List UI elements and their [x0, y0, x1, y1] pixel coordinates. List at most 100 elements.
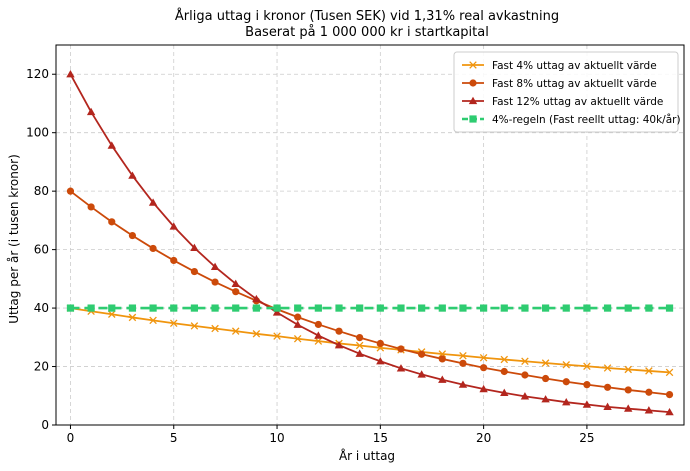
data-point [583, 304, 591, 312]
data-point [314, 304, 322, 312]
data-point [469, 115, 477, 123]
data-point [272, 308, 282, 316]
data-point [603, 383, 612, 391]
data-point [562, 378, 570, 386]
data-point [149, 244, 157, 253]
legend-label: Fast 4% uttag av aktuellt värde [492, 60, 657, 72]
data-point [314, 337, 323, 345]
legend-label: 4%-regeln (Fast reellt uttag: 40k/år) [492, 113, 681, 126]
data-point [624, 304, 632, 312]
series-line [69, 190, 670, 396]
data-point [624, 404, 633, 412]
chart-title: Årliga uttag i kronor (Tusen SEK) vid 1,… [175, 8, 559, 24]
data-point [87, 304, 95, 312]
data-point [128, 231, 137, 240]
data-point [583, 362, 591, 371]
data-point [397, 304, 405, 312]
series-layer [66, 70, 674, 416]
data-point [541, 304, 550, 312]
x-tick-label: 25 [579, 431, 594, 445]
data-point [87, 203, 95, 211]
data-point [396, 364, 406, 372]
x-tick-label: 15 [373, 431, 388, 445]
data-point [603, 304, 612, 312]
data-point [128, 171, 137, 179]
data-point [169, 222, 178, 230]
y-tick-label: 100 [26, 126, 49, 140]
data-point [397, 345, 405, 353]
data-point [355, 349, 364, 357]
x-axis-label: År i uttag [339, 448, 395, 463]
data-point [355, 341, 364, 350]
data-point [645, 367, 653, 375]
y-tick-label: 60 [34, 243, 49, 257]
data-point [468, 96, 478, 105]
data-point [644, 406, 654, 414]
data-point [190, 304, 199, 312]
data-point [645, 304, 653, 312]
y-axis-label: Uttag per år (i tusen kronor) [7, 154, 21, 324]
data-point [480, 364, 488, 372]
x-tick-label: 20 [476, 431, 491, 445]
data-point [108, 218, 116, 226]
data-point [231, 327, 240, 335]
series-3 [66, 70, 674, 416]
data-point [252, 330, 261, 338]
data-point [438, 375, 447, 383]
data-point [645, 388, 653, 396]
x-tick-label: 0 [67, 431, 75, 445]
legend-entry: Fast 12% uttag av aktuellt värde [462, 96, 663, 108]
data-point [210, 262, 220, 271]
data-point [314, 331, 323, 339]
data-point [148, 198, 158, 206]
x-tick-label: 10 [269, 431, 284, 445]
data-point [335, 304, 343, 312]
data-point [562, 304, 570, 312]
data-point [314, 320, 322, 329]
data-point [149, 304, 157, 312]
data-point [418, 304, 426, 312]
data-point [624, 386, 632, 394]
data-point [438, 304, 446, 312]
data-point [170, 256, 178, 265]
data-point [665, 368, 674, 377]
data-point [562, 398, 571, 406]
y-tick-label: 0 [41, 418, 49, 432]
data-point [583, 381, 591, 389]
legend-box [453, 51, 679, 133]
data-point [149, 316, 157, 325]
legend-entry: Fast 8% uttag av aktuellt värde [462, 78, 657, 90]
data-point [520, 392, 530, 400]
data-point [562, 361, 571, 369]
data-point [500, 355, 509, 364]
data-point [190, 322, 199, 330]
data-point [107, 141, 116, 149]
data-point [459, 359, 467, 367]
data-point [541, 374, 550, 383]
data-point [232, 304, 240, 312]
data-point [334, 341, 344, 349]
data-point [624, 365, 632, 374]
data-point [293, 335, 302, 343]
data-point [211, 304, 219, 312]
y-tick-label: 40 [34, 301, 49, 315]
data-point [128, 304, 137, 312]
data-point [479, 384, 488, 393]
data-point [521, 371, 529, 379]
series-line [70, 307, 670, 374]
data-point [541, 395, 550, 403]
data-point [541, 359, 550, 367]
data-point [190, 267, 199, 276]
data-point [582, 400, 592, 408]
data-point [500, 304, 508, 312]
data-point [376, 357, 385, 365]
data-point [108, 304, 116, 312]
data-point [521, 304, 529, 312]
data-point [665, 304, 674, 312]
y-tick-label: 120 [26, 67, 49, 81]
data-point [459, 304, 467, 312]
data-point [469, 61, 477, 69]
data-point [252, 294, 261, 303]
data-point [603, 364, 612, 372]
chart-subtitle: Baserat på 1 000 000 kr i startkapital [245, 25, 489, 40]
